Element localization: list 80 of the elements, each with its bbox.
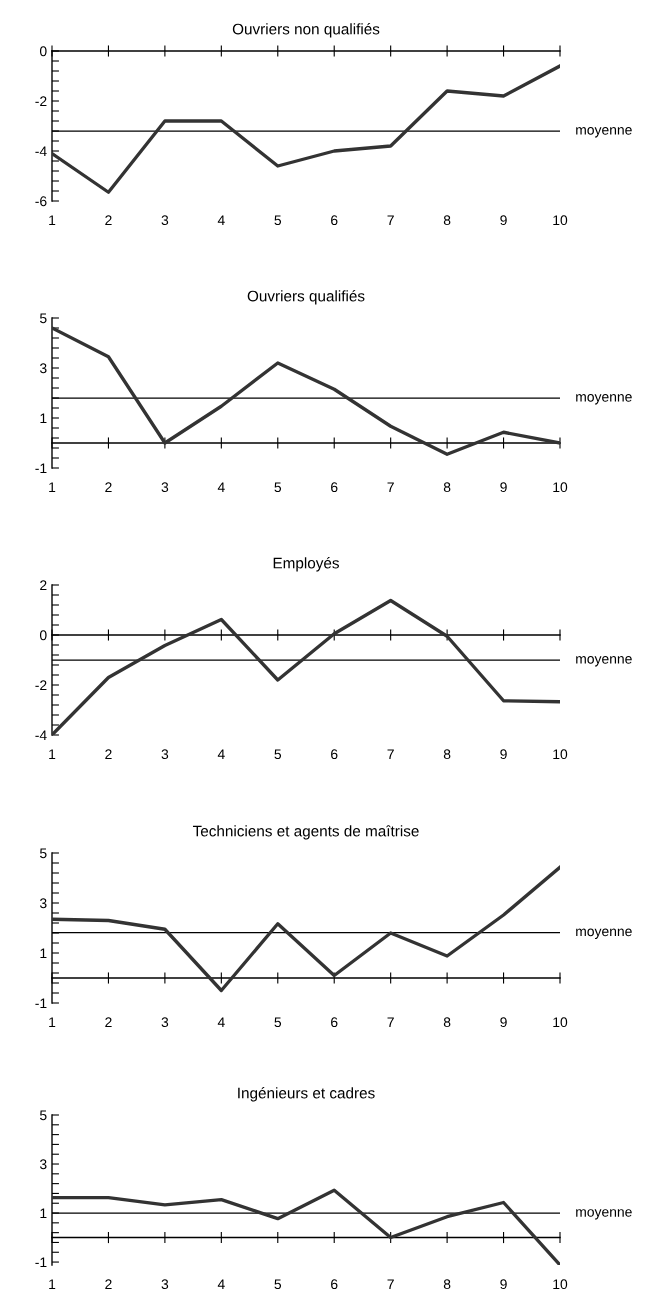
y-tick-label: 1: [40, 413, 47, 424]
x-tick-label: 1: [49, 482, 56, 492]
x-tick-label: 3: [161, 1017, 169, 1028]
x-tick-label: 7: [387, 482, 394, 492]
y-tick-label: -1: [35, 463, 47, 474]
ref-line-label: moyenne: [576, 1209, 632, 1220]
x-tick-label: 1: [49, 215, 56, 225]
x-tick-label: 4: [217, 1017, 225, 1027]
x-tick-label: 9: [500, 215, 507, 226]
x-tick-label: 5: [274, 749, 282, 760]
x-tick-label: 8: [443, 749, 451, 760]
x-tick-label: 9: [500, 749, 507, 760]
x-tick-label: 4: [217, 1279, 225, 1289]
y-tick-label: 3: [39, 1159, 47, 1170]
y-tick-label: 1: [40, 1208, 47, 1219]
chart-title: Employés: [273, 557, 339, 572]
y-tick-label: 5: [39, 1110, 47, 1121]
x-tick-label: 5: [274, 482, 282, 493]
y-tick-label: 0: [39, 46, 47, 57]
x-tick-label: 9: [500, 1017, 507, 1028]
x-tick-label: 10: [553, 1279, 568, 1290]
x-tick-label: 5: [274, 1279, 282, 1290]
y-tick-label: -2: [35, 96, 47, 107]
x-tick-label: 10: [553, 482, 568, 493]
x-tick-label: 8: [443, 215, 451, 226]
x-tick-label: 2: [105, 482, 112, 492]
chart-title: Techniciens et agents de maîtrise: [192, 825, 419, 840]
x-tick-label: 8: [443, 1017, 451, 1028]
y-tick-label: -2: [35, 680, 47, 691]
x-tick-label: 4: [217, 482, 225, 492]
x-tick-label: 3: [161, 215, 169, 226]
x-tick-label: 6: [331, 215, 338, 226]
x-tick-label: 7: [387, 1017, 394, 1027]
x-tick-label: 4: [217, 215, 225, 225]
x-tick-label: 6: [331, 1279, 338, 1290]
y-tick-label: 5: [39, 313, 47, 324]
x-tick-label: 6: [331, 482, 338, 493]
x-tick-label: 2: [105, 1017, 112, 1027]
ref-line-label: moyenne: [576, 928, 632, 939]
x-tick-label: 1: [49, 749, 56, 759]
x-tick-label: 6: [331, 1017, 338, 1028]
x-tick-label: 1: [49, 1279, 56, 1289]
y-tick-label: 3: [39, 898, 47, 909]
chart-title: Ouvriers non qualifiés: [232, 23, 380, 38]
x-tick-label: 2: [105, 1279, 112, 1289]
ref-line-label: moyenne: [576, 394, 632, 405]
x-tick-label: 8: [443, 1279, 451, 1290]
x-tick-label: 6: [331, 749, 338, 760]
x-tick-label: 9: [500, 482, 507, 493]
x-tick-label: 3: [161, 749, 169, 760]
x-tick-label: 5: [274, 215, 282, 226]
x-tick-label: 10: [553, 1017, 568, 1028]
x-tick-label: 7: [387, 1279, 394, 1289]
x-tick-label: 3: [161, 1279, 169, 1290]
x-tick-label: 1: [49, 1017, 56, 1027]
x-tick-label: 5: [274, 1017, 282, 1028]
ref-line-label: moyenne: [576, 127, 632, 138]
x-tick-label: 2: [105, 749, 112, 759]
y-tick-label: 1: [40, 948, 47, 959]
y-tick-label: 3: [39, 363, 47, 374]
y-tick-label: -4: [35, 730, 47, 741]
y-tick-label: 0: [39, 630, 47, 641]
x-tick-label: 4: [217, 749, 225, 759]
x-tick-label: 7: [387, 749, 394, 759]
x-tick-label: 2: [105, 215, 112, 225]
chart-title: Ingénieurs et cadres: [238, 1087, 375, 1102]
x-tick-label: 10: [553, 215, 568, 226]
x-tick-label: 8: [443, 482, 451, 493]
x-tick-label: 9: [500, 1279, 507, 1290]
y-tick-label: -1: [35, 998, 47, 1009]
y-tick-label: -6: [35, 196, 47, 207]
y-tick-label: 2: [40, 580, 47, 591]
y-tick-label: 5: [39, 848, 47, 859]
x-tick-label: 10: [553, 749, 568, 760]
x-tick-label: 7: [387, 215, 394, 225]
ref-line-label: moyenne: [576, 656, 632, 667]
x-tick-label: 3: [161, 482, 169, 493]
y-tick-label: -4: [35, 146, 47, 157]
y-tick-label: -1: [35, 1257, 47, 1268]
chart-title: Ouvriers qualifiés: [247, 290, 365, 305]
